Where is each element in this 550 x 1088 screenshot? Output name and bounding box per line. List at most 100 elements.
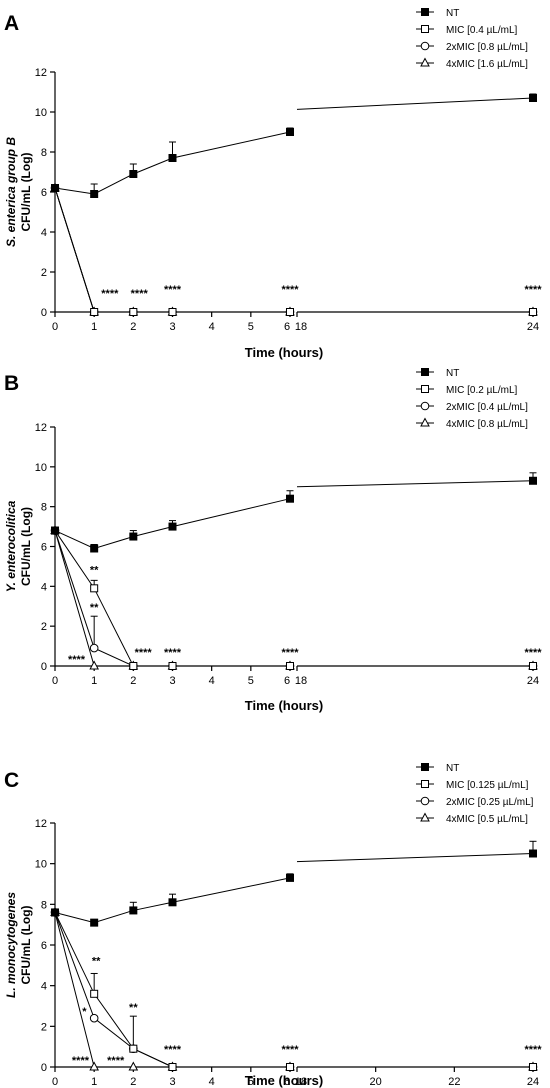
data-point-2xmic [420, 796, 430, 806]
data-point-nt [129, 906, 138, 915]
y-tick-label: 0 [41, 307, 47, 319]
data-point-2xmic [420, 41, 430, 51]
significance-label: **** [131, 288, 149, 300]
data-point-nt [529, 476, 537, 485]
significance-label: **** [281, 284, 299, 296]
x-tick-label: 4 [209, 1076, 215, 1088]
data-point-mic [168, 662, 177, 670]
x-tick-label: 24 [527, 321, 539, 333]
series-line [296, 853, 534, 863]
y-tick-label: 4 [41, 227, 47, 239]
legend-label: NT [446, 8, 459, 19]
x-tick-label: 3 [169, 321, 175, 333]
data-point-mic [529, 662, 537, 670]
x-axis-title: Time (hours) [245, 345, 324, 360]
significance-label: **** [524, 284, 542, 296]
data-point-nt [421, 8, 429, 16]
series-line [54, 131, 291, 195]
y-tick-label: 8 [41, 147, 47, 159]
significance-label: **** [72, 1055, 90, 1067]
x-tick-label: 6 [284, 321, 290, 333]
y-tick-label: 4 [41, 581, 47, 593]
legend-label: 4xMIC [0.5 µL/mL] [446, 814, 528, 825]
data-point-nt [421, 368, 429, 376]
data-point-nt [421, 763, 429, 771]
data-point-mic [129, 308, 138, 316]
y-tick-label: 0 [41, 1062, 47, 1074]
significance-label: **** [164, 1044, 182, 1056]
x-tick-label: 2 [130, 321, 136, 333]
significance-label: **** [164, 284, 182, 296]
data-point-nt [129, 532, 138, 541]
legend-label: MIC [0.2 µL/mL] [446, 385, 518, 396]
x-tick-label: 22 [448, 1076, 460, 1088]
data-point-nt [529, 94, 537, 102]
y-tick-label: 12 [35, 818, 47, 830]
x-tick-label: 20 [370, 1076, 382, 1088]
legend-label: 2xMIC [0.4 µL/mL] [446, 402, 528, 413]
data-point-2xmic [420, 401, 430, 411]
panel-letter: B [4, 372, 19, 395]
data-point-4xmic [420, 812, 430, 822]
y-tick-label: 10 [35, 107, 47, 119]
y-tick-label: 8 [41, 899, 47, 911]
significance-label: **** [524, 647, 542, 659]
x-tick-label: 1 [91, 1076, 97, 1088]
legend-label: 2xMIC [0.25 µL/mL] [446, 797, 534, 808]
significance-label: **** [135, 647, 153, 659]
y-tick-label: 6 [41, 542, 47, 554]
x-tick-label: 0 [52, 1076, 58, 1088]
y-axis-title-line1: L. monocytogenes [4, 892, 18, 998]
data-point-4xmic [420, 417, 430, 427]
data-point-nt [168, 522, 177, 531]
x-tick-label: 0 [52, 675, 58, 687]
significance-label: ** [92, 955, 101, 967]
significance-label: **** [281, 647, 299, 659]
significance-label: **** [164, 647, 182, 659]
x-tick-label: 18 [295, 675, 307, 687]
data-point-mic [286, 662, 294, 670]
series-filled-square [51, 840, 537, 927]
legend: NT MIC [0.4 µL/mL] 2xMIC [0.8 µL/mL] 4xMIC … [416, 8, 528, 70]
x-tick-label: 2 [130, 1076, 136, 1088]
legend-label: 4xMIC [1.6 µL/mL] [446, 59, 528, 70]
x-tick-label: 4 [209, 321, 215, 333]
y-tick-label: 6 [41, 940, 47, 952]
significance-label: **** [101, 288, 119, 300]
y-tick-label: 6 [41, 187, 47, 199]
y-tick-label: 0 [41, 661, 47, 673]
data-point-mic [529, 1063, 537, 1071]
legend-label: MIC [0.125 µL/mL] [446, 780, 529, 791]
data-point-nt [129, 170, 138, 178]
data-point-nt [168, 154, 177, 162]
data-point-nt [286, 128, 294, 136]
x-tick-label: 5 [248, 321, 254, 333]
series-line [296, 97, 534, 110]
y-axis-title-line1: S. enterica group B [4, 137, 18, 247]
legend-label: NT [446, 763, 459, 774]
y-tick-label: 10 [35, 859, 47, 871]
series-filled-square [51, 472, 537, 553]
x-tick-label: 3 [169, 675, 175, 687]
x-tick-label: 24 [527, 1076, 539, 1088]
data-point-4xmic [128, 1061, 139, 1071]
data-point-nt [90, 544, 99, 553]
y-axis-title-line2: CFU/mL (Log) [19, 152, 33, 231]
x-tick-label: 6 [284, 675, 290, 687]
legend: NT MIC [0.125 µL/mL] 2xMIC [0.25 µL/mL] 4xM… [416, 763, 534, 825]
y-tick-label: 4 [41, 981, 47, 993]
x-tick-label: 2 [130, 675, 136, 687]
legend-label: 4xMIC [0.8 µL/mL] [446, 419, 528, 430]
significance-label: **** [68, 654, 86, 666]
y-tick-label: 2 [41, 1021, 47, 1033]
significance-label: **** [281, 1044, 299, 1056]
data-point-mic [90, 584, 99, 593]
panel-letter: C [4, 769, 19, 792]
significance-label: ** [90, 564, 99, 576]
series-filled-square [51, 93, 537, 198]
data-point-mic [421, 25, 429, 33]
x-tick-label: 24 [527, 675, 539, 687]
series-open-circle [50, 183, 538, 317]
